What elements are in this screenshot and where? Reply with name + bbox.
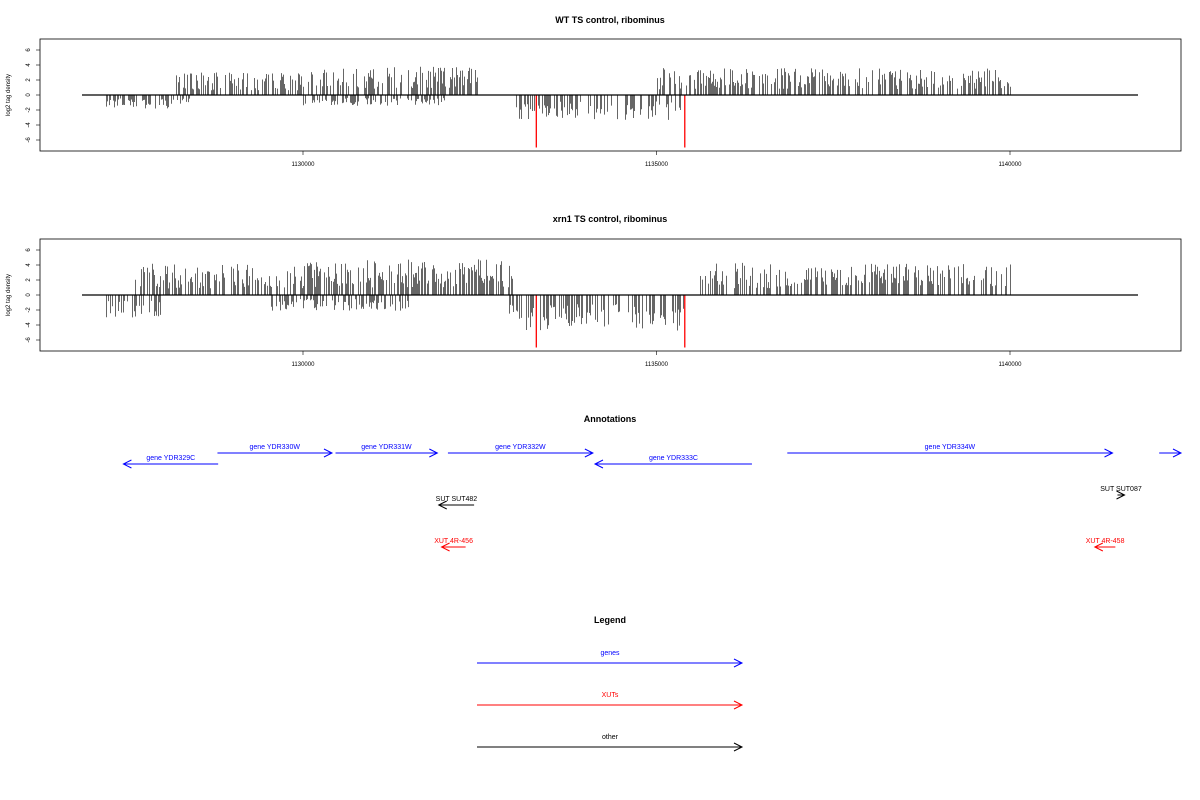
y-tick-label: 0 (26, 93, 32, 97)
legend-title: Legend (594, 615, 626, 625)
y-axis: -6 -4 -2 0 2 4 6 (26, 248, 40, 343)
y-tick-label: -2 (26, 107, 32, 113)
annotations-title: Annotations (584, 414, 637, 424)
feature-label: gene YDR332W (495, 444, 546, 451)
feature-label: SUT SUT482 (436, 496, 478, 503)
track-panel-xrn1: xrn1 TS control, ribominus log2 tag dens… (6, 214, 1182, 368)
feature-label: SUT SUT087 (1100, 486, 1142, 493)
xut-arrow: XUT 4R-458 (1086, 538, 1125, 552)
x-axis: 1130000 1135000 1140000 (292, 351, 1023, 368)
feature-label: gene YDR330W (249, 444, 300, 451)
y-axis: -6 -4 -2 0 2 4 6 (26, 48, 40, 143)
y-tick-label: 0 (26, 293, 32, 297)
legend-item-label: XUTs (602, 692, 619, 699)
x-axis: 1130000 1135000 1140000 (292, 151, 1023, 168)
x-tick-label: 1135000 (645, 162, 669, 168)
gene-arrow: gene YDR331W (335, 444, 439, 458)
feature-label: XUT 4R-456 (434, 538, 473, 545)
x-tick-label: 1130000 (292, 162, 316, 168)
x-tick-label: 1135000 (645, 362, 669, 368)
legend: Legend genes XUTs other (477, 615, 744, 752)
gene-arrow: gene YDR330W (217, 444, 334, 458)
y-axis-label: log2 tag density (6, 274, 12, 316)
x-tick-label: 1140000 (999, 162, 1023, 168)
y-tick-label: 4 (26, 63, 32, 67)
sut-arrow: SUT SUT482 (436, 496, 478, 510)
y-axis-label: log2 tag density (6, 74, 12, 116)
x-tick-label: 1140000 (999, 362, 1023, 368)
legend-item-label: genes (600, 650, 620, 657)
gene-arrow: gene YDR333C (593, 455, 752, 469)
legend-item-label: other (602, 734, 619, 741)
feature-label: gene YDR334W (925, 444, 976, 451)
annotation-features: gene YDR329C gene YDR330W gene YDR331W gene… (122, 444, 1183, 552)
panel-title: xrn1 TS control, ribominus (553, 214, 668, 224)
y-tick-label: 4 (26, 263, 32, 267)
legend-items: genes XUTs other (477, 650, 744, 752)
y-tick-label: -6 (26, 137, 32, 143)
legend-item-arrow: genes (477, 650, 744, 668)
y-tick-label: -6 (26, 337, 32, 343)
y-tick-label: 6 (26, 248, 32, 252)
legend-item-arrow: XUTs (477, 692, 744, 710)
y-tick-label: 2 (26, 278, 32, 282)
y-tick-label: -2 (26, 307, 32, 313)
y-tick-label: -4 (26, 122, 32, 128)
y-tick-label: -4 (26, 322, 32, 328)
panel-title: WT TS control, ribominus (555, 15, 665, 25)
feature-label: gene YDR329C (146, 455, 195, 462)
gene-arrow: gene YDR334W (787, 444, 1114, 458)
feature-label: gene YDR333C (649, 455, 698, 462)
track-panel-wt: WT TS control, ribominus log2 tag densit… (6, 15, 1182, 168)
bars-layer (82, 259, 1138, 348)
feature-label: XUT 4R-458 (1086, 538, 1125, 545)
y-tick-label: 6 (26, 48, 32, 52)
xut-arrow: XUT 4R-456 (434, 538, 473, 552)
gene-arrow: gene YDR332W (447, 444, 594, 458)
bars-layer (82, 66, 1138, 148)
gene-arrow: gene YDR329C (122, 455, 219, 469)
feature-label: gene YDR331W (361, 444, 412, 451)
legend-item-arrow: other (477, 734, 744, 752)
y-tick-label: 2 (26, 78, 32, 82)
x-tick-label: 1130000 (292, 362, 316, 368)
gene-arrow (1159, 448, 1183, 458)
sut-arrow: SUT SUT087 (1100, 486, 1142, 500)
